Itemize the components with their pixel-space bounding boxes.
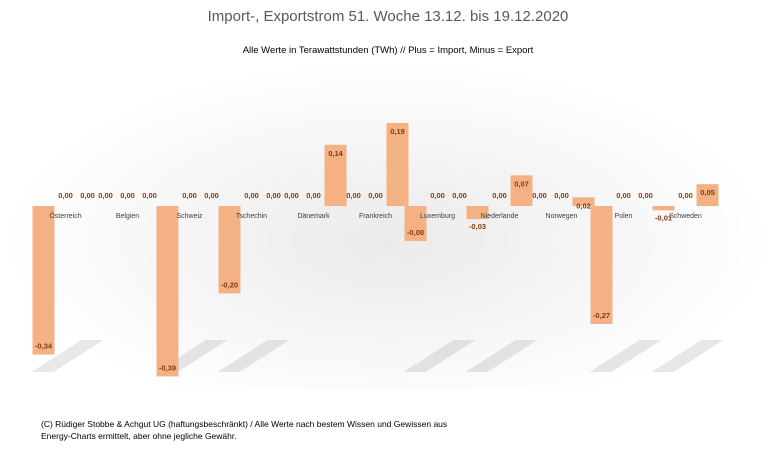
bar-dänemark-s3	[324, 144, 347, 206]
data-label: 0,19	[390, 127, 405, 136]
bar-shadow	[403, 340, 476, 372]
data-label: 0,00	[80, 191, 95, 200]
bar-schweden-s3	[696, 184, 719, 207]
category-label: Luxemburg	[420, 213, 455, 220]
bar-norwegen-s3	[572, 197, 595, 206]
footnote: (C) Rüdiger Stobbe & Achgut UG (haftungs…	[41, 419, 448, 441]
data-label: 0,00	[532, 191, 547, 200]
data-label: 0,00	[182, 191, 197, 200]
data-label: 0,00	[638, 191, 653, 200]
bar-shadow	[217, 340, 290, 372]
data-label: 0,02	[576, 201, 591, 210]
data-label: 0,00	[266, 191, 281, 200]
category-label: Schweiz	[176, 213, 203, 220]
data-label: 0,00	[204, 191, 219, 200]
data-label: -0,03	[469, 222, 486, 231]
bar-schweden-s1	[652, 206, 675, 211]
category-label: Frankreich	[359, 213, 392, 220]
data-label: 0,00	[452, 191, 467, 200]
data-label: 0,00	[120, 191, 135, 200]
category-label: Niederlande	[481, 213, 519, 220]
data-label: 0,07	[514, 179, 529, 188]
bar-shadow	[31, 340, 104, 372]
bar-niederlande-s3	[510, 175, 533, 206]
data-label: 0,00	[430, 191, 445, 200]
data-label: 0,00	[306, 191, 321, 200]
bar-shadow	[465, 340, 538, 372]
bar-luxemburg-s1	[404, 206, 427, 241]
data-label: -0,27	[593, 311, 610, 320]
bar-niederlande-s1	[466, 206, 489, 220]
bar-polen-s1	[590, 206, 613, 324]
data-label: 0,00	[58, 191, 73, 200]
category-label: Polen	[615, 213, 633, 220]
data-label: 0,00	[492, 191, 507, 200]
data-label: -0,39	[159, 363, 176, 372]
data-label: 0,00	[368, 191, 383, 200]
data-label: 0,00	[678, 191, 693, 200]
bar-österreich-s1	[32, 206, 55, 355]
category-label: Tschechin	[236, 213, 267, 220]
bar-reflections	[31, 340, 724, 372]
bar-tschechin-s1	[218, 206, 241, 294]
chart-title: Import-, Exportstrom 51. Woche 13.12. bi…	[207, 8, 569, 25]
bar-frankreich-s3	[386, 123, 409, 206]
data-label: 0,14	[328, 149, 343, 158]
data-label: -0,20	[221, 280, 238, 289]
data-label: -0,08	[407, 228, 424, 237]
bar-shadow	[651, 340, 724, 372]
category-label: Norwegen	[546, 213, 578, 220]
data-label: 0,00	[244, 191, 259, 200]
data-label: 0,00	[616, 191, 631, 200]
bar-shadow	[589, 340, 662, 372]
category-label: Belgien	[116, 213, 139, 220]
data-label: 0,00	[98, 191, 113, 200]
data-label: 0,05	[700, 188, 715, 197]
category-label: Schweden	[669, 213, 702, 220]
data-label: 0,00	[142, 191, 157, 200]
category-label: Dänemark	[297, 213, 330, 220]
category-label: Österreich	[49, 212, 81, 220]
chart-subtitle-box: Alle Werte in Terawattstunden (TWh) // P…	[0, 40, 776, 59]
data-label: 0,00	[346, 191, 361, 200]
bar-schweiz-s1	[156, 206, 179, 377]
data-label: -0,34	[35, 342, 53, 351]
data-label: -0,01	[655, 213, 672, 222]
chart-subtitle: Alle Werte in Terawattstunden (TWh) // P…	[236, 42, 540, 59]
chart-background	[0, 60, 776, 390]
data-label: 0,00	[284, 191, 299, 200]
data-label: 0,00	[554, 191, 569, 200]
